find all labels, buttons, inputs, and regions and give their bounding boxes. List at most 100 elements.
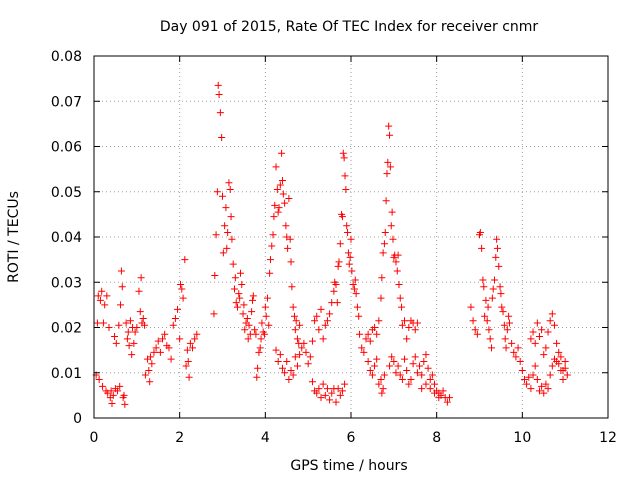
data-point xyxy=(278,364,286,372)
data-point xyxy=(181,256,189,264)
data-point xyxy=(405,380,413,388)
data-point xyxy=(293,362,301,370)
data-point xyxy=(261,303,269,311)
data-point xyxy=(223,244,231,252)
data-point xyxy=(411,353,419,361)
data-point xyxy=(191,335,199,343)
data-point xyxy=(319,380,327,388)
data-point xyxy=(546,371,554,379)
x-tick-label: 6 xyxy=(347,430,356,446)
y-axis-label: ROTI / TECUs xyxy=(6,191,22,283)
data-point xyxy=(99,319,107,327)
x-tick-label: 10 xyxy=(513,430,531,446)
data-point xyxy=(282,222,290,230)
data-point xyxy=(330,287,338,295)
data-point xyxy=(287,366,295,374)
data-point xyxy=(364,330,372,338)
data-point xyxy=(215,90,223,98)
data-point xyxy=(533,376,541,384)
data-point xyxy=(385,122,393,130)
data-point xyxy=(304,360,312,368)
data-point xyxy=(232,299,240,307)
data-point xyxy=(288,283,296,291)
data-point xyxy=(431,380,439,388)
data-point xyxy=(538,382,546,390)
data-point xyxy=(286,235,294,243)
data-point xyxy=(308,337,316,345)
data-point xyxy=(544,385,552,393)
data-point xyxy=(236,294,244,302)
x-tick-label: 2 xyxy=(175,430,184,446)
y-tick-label: 0.07 xyxy=(51,94,82,110)
data-point xyxy=(401,355,409,363)
data-point xyxy=(531,339,539,347)
data-point xyxy=(238,281,246,289)
data-point xyxy=(523,380,531,388)
data-point xyxy=(493,244,501,252)
data-point xyxy=(335,258,343,266)
data-point xyxy=(141,371,149,379)
data-point xyxy=(360,348,368,356)
data-point xyxy=(292,317,300,325)
data-point xyxy=(540,389,548,397)
data-point xyxy=(150,348,158,356)
data-point xyxy=(95,376,103,384)
data-point xyxy=(265,321,273,329)
data-point xyxy=(285,376,293,384)
y-tick-label: 0.02 xyxy=(51,321,82,337)
data-point xyxy=(332,398,340,406)
data-point xyxy=(446,394,454,402)
data-point xyxy=(413,369,421,377)
data-point xyxy=(497,290,505,298)
data-point xyxy=(326,310,334,318)
data-point xyxy=(348,267,356,275)
data-point xyxy=(388,353,396,361)
data-point xyxy=(183,346,191,354)
data-point xyxy=(492,253,500,261)
data-point xyxy=(334,385,342,393)
data-point xyxy=(350,285,358,293)
data-point xyxy=(221,222,229,230)
data-point xyxy=(553,339,561,347)
data-point xyxy=(213,188,221,196)
data-point xyxy=(269,231,277,239)
data-point xyxy=(244,335,252,343)
data-point xyxy=(358,344,366,352)
data-point xyxy=(488,294,496,302)
data-point xyxy=(484,303,492,311)
data-point xyxy=(281,369,289,377)
data-point xyxy=(490,276,498,284)
data-point xyxy=(121,400,129,408)
data-point xyxy=(266,269,274,277)
data-point xyxy=(409,360,417,368)
data-point xyxy=(165,344,173,352)
data-point xyxy=(398,321,406,329)
data-point xyxy=(542,380,550,388)
data-point xyxy=(500,321,508,329)
data-point xyxy=(323,317,331,325)
data-point xyxy=(216,109,224,117)
data-point xyxy=(275,204,283,212)
data-point xyxy=(124,328,132,336)
data-point xyxy=(366,366,374,374)
data-point xyxy=(271,201,279,209)
data-point xyxy=(390,357,398,365)
data-point xyxy=(529,328,537,336)
data-point xyxy=(131,328,139,336)
data-point xyxy=(263,294,271,302)
data-point xyxy=(342,185,350,193)
data-point xyxy=(527,385,535,393)
data-point xyxy=(546,317,554,325)
data-point xyxy=(561,357,569,365)
data-point xyxy=(346,253,354,261)
data-point xyxy=(248,296,256,304)
data-point xyxy=(306,353,314,361)
data-point xyxy=(394,251,402,259)
x-tick-label: 4 xyxy=(261,430,270,446)
data-point xyxy=(531,362,539,370)
data-point xyxy=(485,326,493,334)
data-point xyxy=(489,285,497,293)
data-point xyxy=(272,163,280,171)
data-point xyxy=(405,324,413,331)
data-point xyxy=(338,387,346,395)
